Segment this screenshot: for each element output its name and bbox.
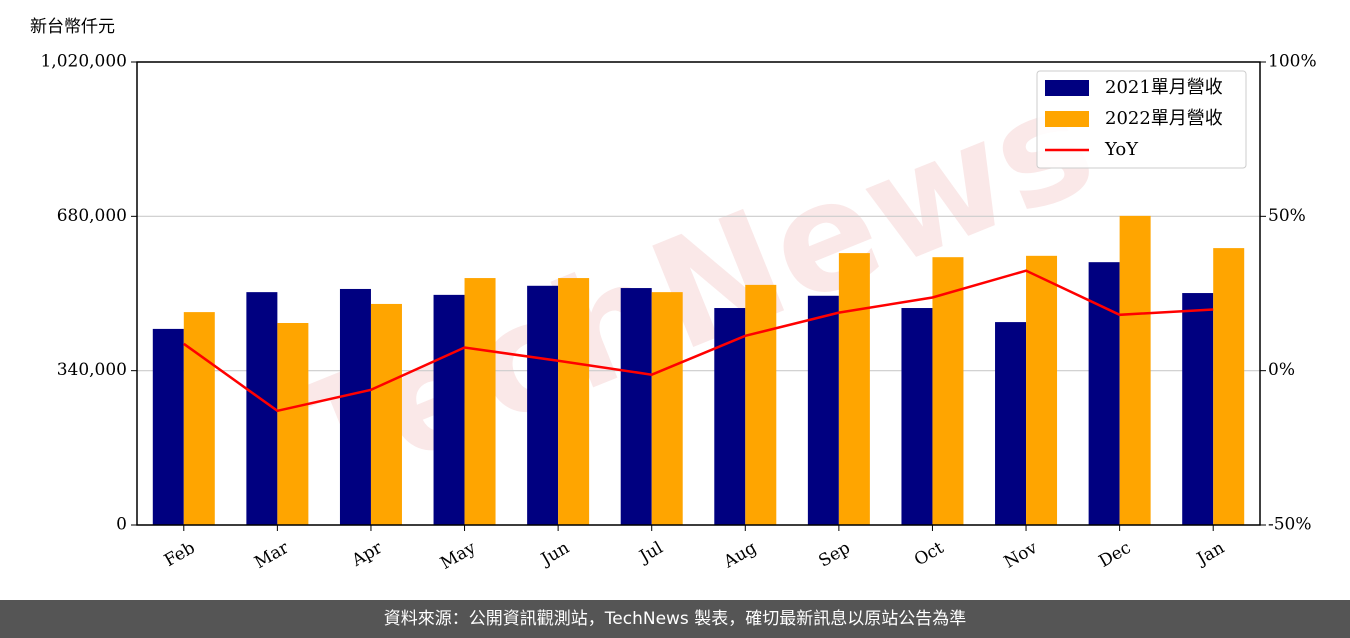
x-tick-label: Feb: [161, 538, 199, 571]
bar: [1213, 248, 1245, 525]
x-tick-label: Mar: [251, 537, 293, 573]
bar: [932, 257, 964, 525]
y2-tick-label: -50%: [1268, 515, 1312, 535]
bar: [745, 284, 777, 525]
bar: [464, 278, 496, 525]
x-tick-label: Oct: [911, 538, 947, 571]
y-tick-label: 680,000: [57, 206, 127, 226]
plot-frame: [136, 61, 1261, 526]
bar: [152, 328, 184, 525]
bar: [1119, 215, 1151, 526]
bar: [339, 288, 371, 525]
legend-label: 2022單月營收: [1105, 108, 1223, 129]
bar: [370, 303, 402, 525]
bar: [558, 278, 590, 525]
bar: [1026, 255, 1058, 525]
chart: 新台幣仟元 TechNews 0 340,000 680,000 1,020,000 -…: [30, 17, 1317, 574]
y-tick-label: 1,020,000: [40, 52, 127, 72]
bar: [995, 322, 1027, 525]
y-tick-label: 0: [116, 515, 127, 535]
legend-box: [1036, 70, 1247, 169]
bar: [714, 308, 746, 525]
bar: [838, 253, 870, 525]
bar: [620, 288, 652, 525]
y2-tick-label: 100%: [1268, 52, 1317, 72]
legend-label: 2021單月營收: [1105, 77, 1223, 98]
bar: [807, 295, 839, 525]
bar: [651, 292, 683, 525]
x-tick-label: Jun: [536, 538, 573, 571]
bar: [901, 308, 933, 525]
watermark: TechNews: [277, 54, 1116, 528]
bar: [183, 312, 215, 525]
legend-swatch: [1045, 111, 1089, 127]
bar: [1088, 262, 1120, 525]
y-tick-label: 340,000: [57, 360, 127, 380]
y-axis-unit: 新台幣仟元: [30, 17, 115, 37]
legend-label: YoY: [1104, 139, 1139, 160]
x-tick-label: Aug: [720, 538, 761, 573]
bar: [1182, 293, 1214, 525]
footer: 資料來源：公開資訊觀測站，TechNews 製表，確切最新訊息以原站公告為準: [0, 600, 1350, 638]
x-tick-label: Sep: [815, 538, 853, 572]
bar: [527, 285, 559, 525]
legend-swatch: [1045, 80, 1089, 96]
x-tick-label: Apr: [348, 537, 387, 571]
x-tick-label: Dec: [1096, 538, 1135, 572]
yoy-line: [183, 269, 1214, 413]
x-tick-label: Jan: [1192, 538, 1228, 570]
bar: [277, 323, 309, 525]
x-tick-label: Nov: [1001, 538, 1041, 573]
y2-tick-label: 50%: [1268, 206, 1306, 226]
y2-tick-label: 0%: [1268, 360, 1295, 380]
bar: [433, 294, 465, 525]
x-tick-label: Jul: [635, 538, 667, 568]
x-tick-label: May: [437, 538, 480, 574]
